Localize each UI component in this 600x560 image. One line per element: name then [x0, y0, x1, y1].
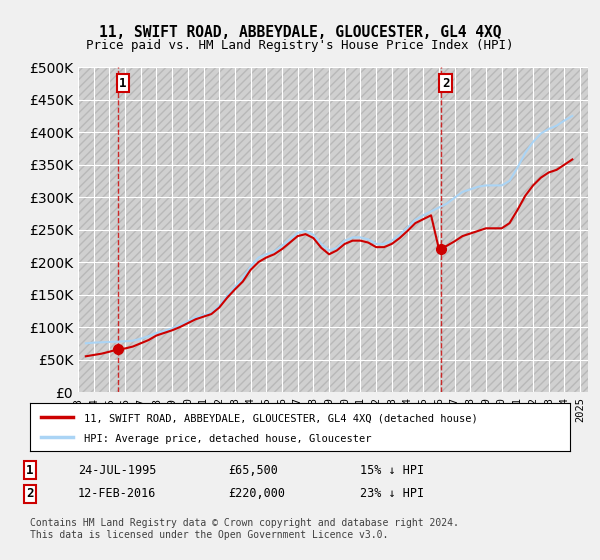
- Text: 1: 1: [119, 77, 127, 90]
- Text: 2: 2: [442, 77, 449, 90]
- Text: 23% ↓ HPI: 23% ↓ HPI: [360, 487, 424, 501]
- Text: £65,500: £65,500: [228, 464, 278, 477]
- Text: £220,000: £220,000: [228, 487, 285, 501]
- Text: 11, SWIFT ROAD, ABBEYDALE, GLOUCESTER, GL4 4XQ: 11, SWIFT ROAD, ABBEYDALE, GLOUCESTER, G…: [99, 25, 501, 40]
- Text: HPI: Average price, detached house, Gloucester: HPI: Average price, detached house, Glou…: [84, 435, 371, 445]
- Text: 11, SWIFT ROAD, ABBEYDALE, GLOUCESTER, GL4 4XQ (detached house): 11, SWIFT ROAD, ABBEYDALE, GLOUCESTER, G…: [84, 413, 478, 423]
- Text: 12-FEB-2016: 12-FEB-2016: [78, 487, 157, 501]
- Text: Price paid vs. HM Land Registry's House Price Index (HPI): Price paid vs. HM Land Registry's House …: [86, 39, 514, 52]
- Text: 24-JUL-1995: 24-JUL-1995: [78, 464, 157, 477]
- Text: 2: 2: [26, 487, 34, 501]
- Text: Contains HM Land Registry data © Crown copyright and database right 2024.
This d: Contains HM Land Registry data © Crown c…: [30, 518, 459, 540]
- Text: 1: 1: [26, 464, 34, 477]
- Text: 15% ↓ HPI: 15% ↓ HPI: [360, 464, 424, 477]
